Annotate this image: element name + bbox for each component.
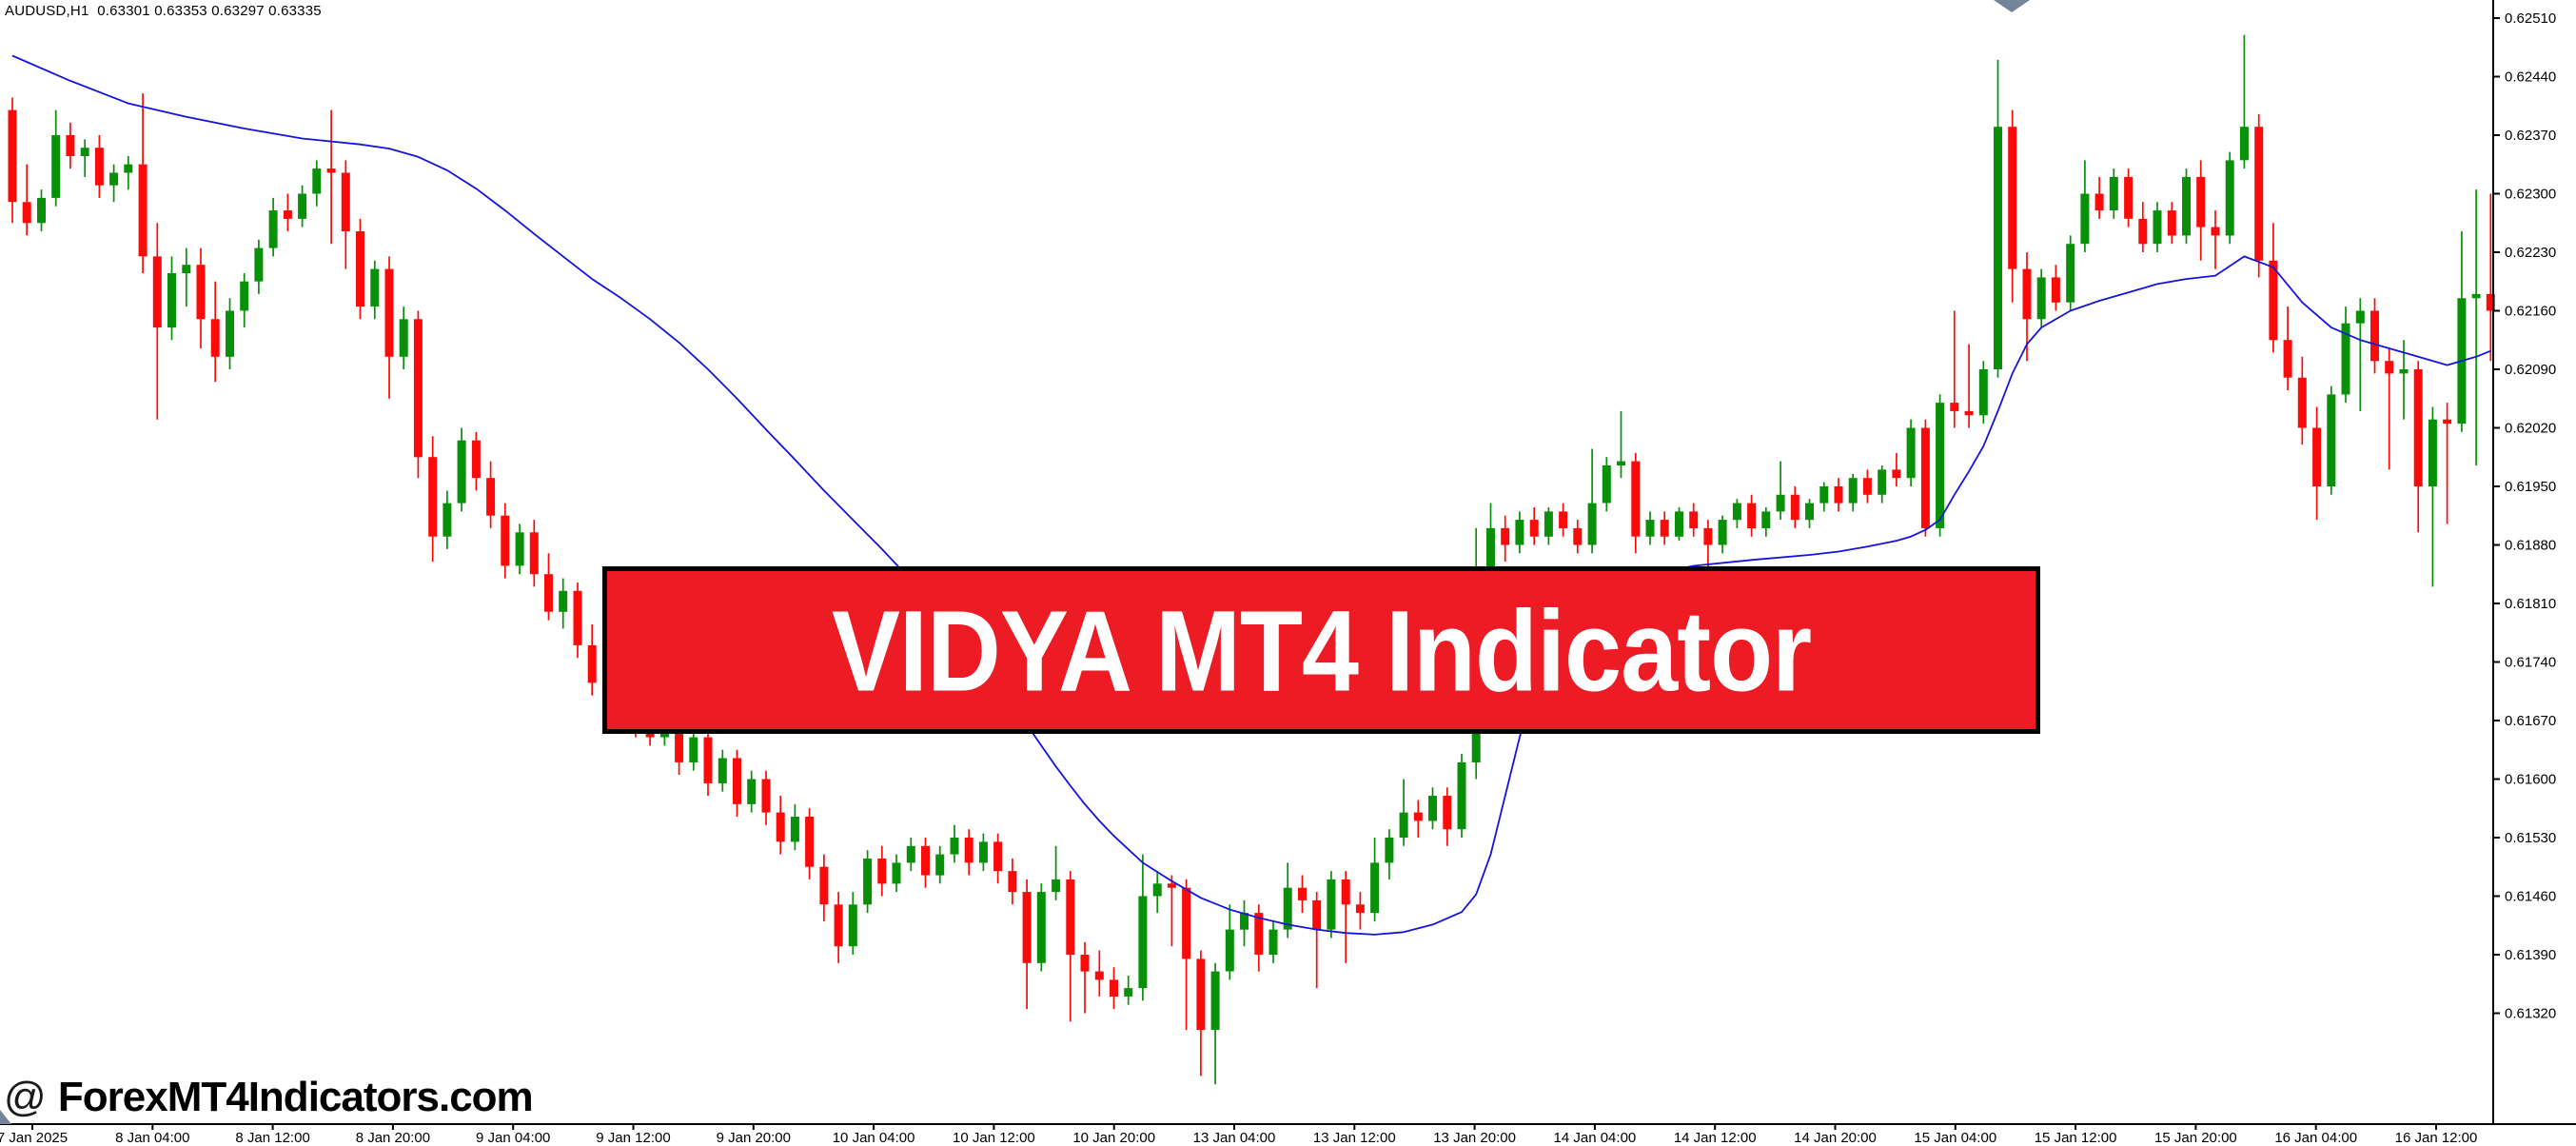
watermark: @ ForexMT4Indicators.com	[4, 1074, 534, 1121]
price-axis-label: 0.61950	[2505, 479, 2556, 495]
price-axis-label: 0.61600	[2505, 772, 2556, 788]
time-axis-label: 13 Jan 04:00	[1193, 1130, 1276, 1146]
watermark-at-symbol: @	[4, 1074, 58, 1120]
symbol-ohlc-text: AUDUSD,H1 0.63301 0.63353 0.63297 0.6333…	[5, 3, 322, 19]
promo-banner: VIDYA MT4 Indicator	[602, 566, 2040, 734]
price-axis[interactable]: 0.62510 0.62440 0.62370 0.62300 0.62230 0.621…	[2493, 10, 2556, 1022]
price-axis-label: 0.61530	[2505, 830, 2556, 846]
price-axis-label: 0.62020	[2505, 421, 2556, 437]
price-axis-label: 0.61320	[2505, 1006, 2556, 1022]
promo-banner-title: VIDYA MT4 Indicator	[831, 585, 1812, 715]
time-axis-label: 15 Jan 04:00	[1914, 1130, 1996, 1146]
time-axis-label: 15 Jan 12:00	[2035, 1130, 2117, 1146]
time-axis-label: 14 Jan 04:00	[1554, 1130, 1637, 1146]
time-axis-label: 13 Jan 12:00	[1313, 1130, 1396, 1146]
time-axis-label: 9 Jan 04:00	[476, 1130, 550, 1146]
price-axis-label: 0.62370	[2505, 128, 2556, 144]
time-axis-label: 15 Jan 20:00	[2154, 1130, 2237, 1146]
time-axis-label: 14 Jan 20:00	[1794, 1130, 1877, 1146]
price-axis-label: 0.62160	[2505, 304, 2556, 320]
price-axis-label: 0.61880	[2505, 538, 2556, 554]
time-axis-label: 8 Jan 12:00	[235, 1130, 309, 1146]
time-axis-label: 16 Jan 04:00	[2274, 1130, 2357, 1146]
price-axis-label: 0.62440	[2505, 69, 2556, 86]
price-axis-label: 0.61460	[2505, 889, 2556, 905]
candles-layer[interactable]	[8, 34, 2495, 1085]
time-axis-label: 8 Jan 04:00	[115, 1130, 189, 1146]
time-axis-label: 8 Jan 20:00	[356, 1130, 430, 1146]
time-axis-label: 13 Jan 20:00	[1433, 1130, 1516, 1146]
time-axis-label: 9 Jan 20:00	[717, 1130, 791, 1146]
price-axis-label: 0.61670	[2505, 713, 2556, 729]
price-axis-label: 0.62090	[2505, 362, 2556, 378]
chart-shift-marker-icon[interactable]	[1994, 0, 2030, 12]
price-axis-label: 0.61390	[2505, 947, 2556, 963]
time-axis[interactable]: 7 Jan 2025 8 Jan 04:00 8 Jan 12:00 8 Jan 20…	[0, 1124, 2477, 1146]
price-axis-label: 0.62230	[2505, 245, 2556, 261]
corner-arrow-icon	[0, 1110, 11, 1124]
price-axis-label: 0.62300	[2505, 187, 2556, 203]
time-axis-label: 14 Jan 12:00	[1674, 1130, 1757, 1146]
vidya-indicator-line[interactable]	[11, 54, 2491, 936]
price-axis-label: 0.62510	[2505, 10, 2556, 27]
time-axis-label: 7 Jan 2025	[0, 1130, 68, 1146]
time-axis-label: 10 Jan 12:00	[953, 1130, 1035, 1146]
price-axis-label: 0.61810	[2505, 596, 2556, 612]
price-axis-label: 0.61740	[2505, 655, 2556, 671]
watermark-brand-text: ForexMT4Indicators.com	[57, 1074, 534, 1120]
time-axis-label: 16 Jan 12:00	[2395, 1130, 2478, 1146]
time-axis-label: 9 Jan 12:00	[596, 1130, 670, 1146]
time-axis-label: 10 Jan 04:00	[833, 1130, 915, 1146]
time-axis-label: 10 Jan 20:00	[1072, 1130, 1155, 1146]
